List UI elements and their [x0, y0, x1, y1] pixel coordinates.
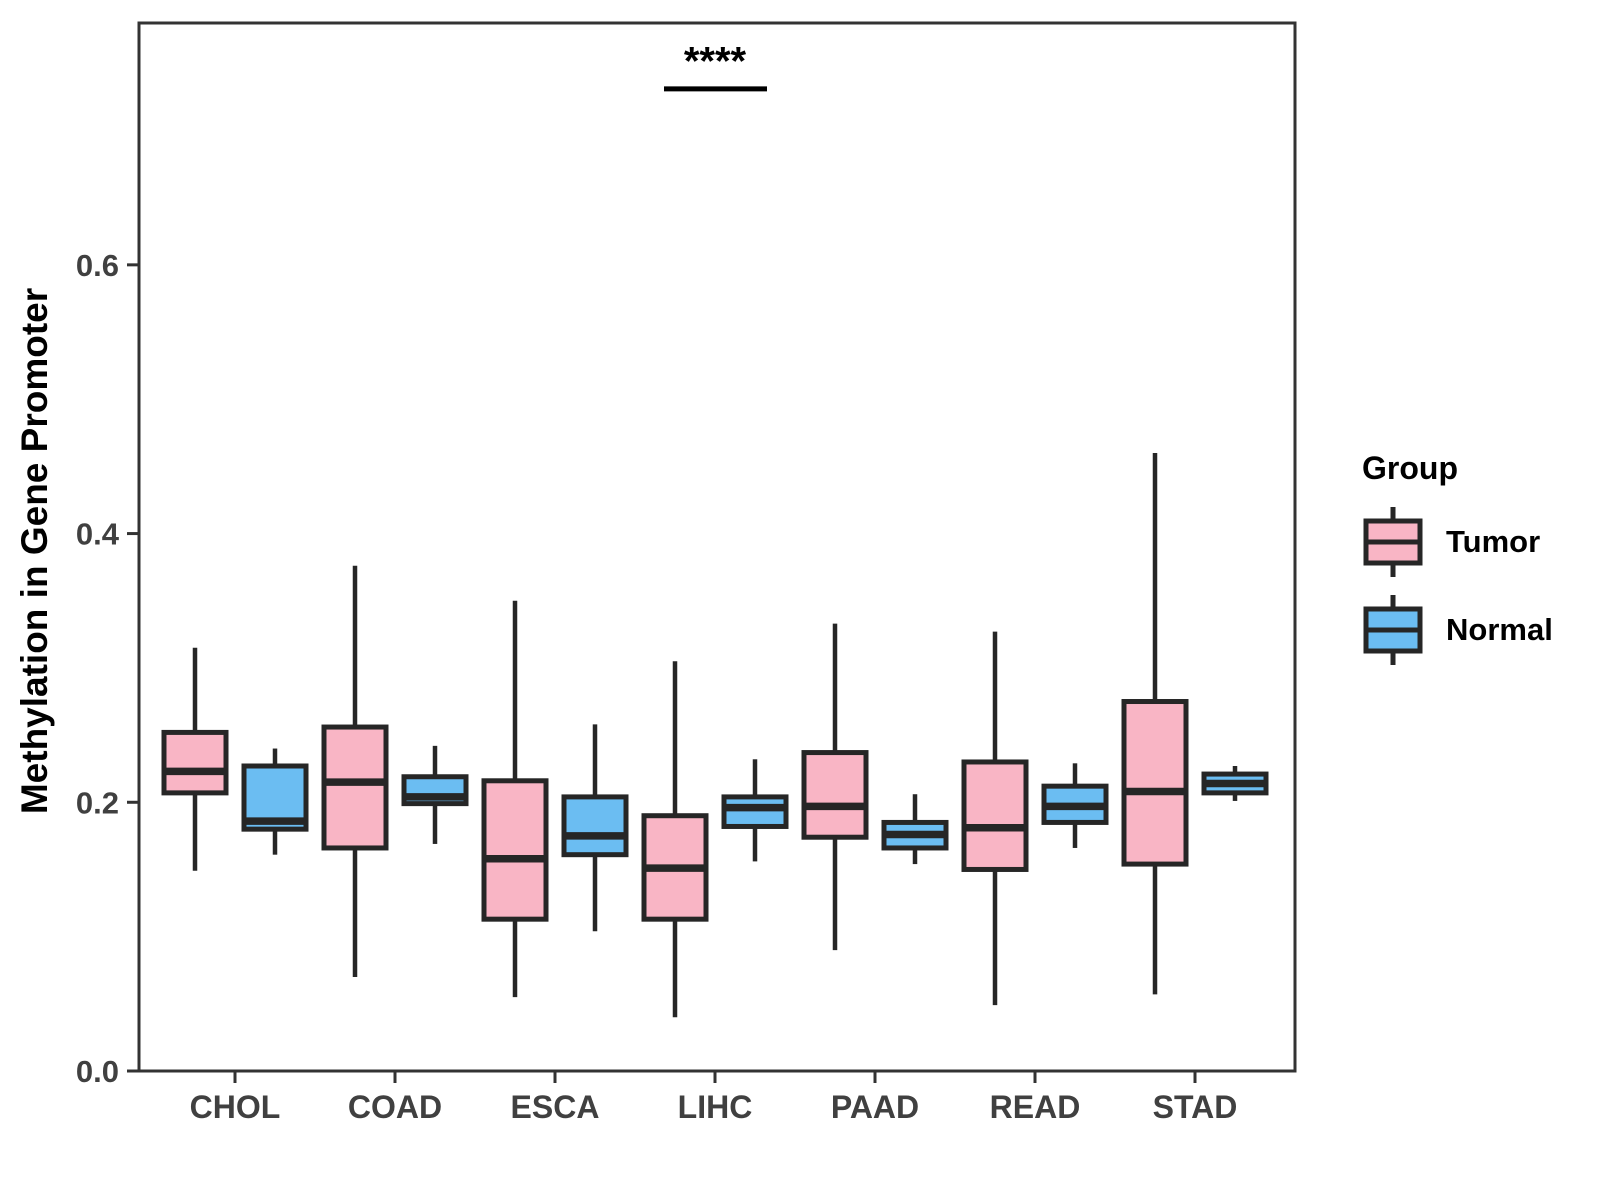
box-tumor-ESCA [481, 778, 549, 922]
x-tick-label: ESCA [511, 1089, 600, 1125]
x-tick-label: CHOL [190, 1089, 281, 1125]
y-axis-title: Methylation in Gene Promoter [14, 287, 55, 815]
x-tick-label: PAAD [831, 1089, 919, 1125]
legend-title: Group [1362, 450, 1458, 486]
legend-entry-normal: Normal [1362, 593, 1592, 667]
legend-label-tumor: Tumor [1446, 524, 1541, 559]
x-tick-label: STAD [1153, 1089, 1238, 1125]
box-tumor-STAD [1121, 699, 1189, 867]
significance-stars: **** [684, 40, 747, 84]
tumor-boxplot-glyph-icon [1363, 507, 1423, 577]
x-tick-label: READ [990, 1089, 1081, 1125]
y-tick-label: 0.6 [76, 248, 119, 283]
box-tumor-READ [961, 759, 1029, 872]
box-normal-LIHC [721, 794, 789, 829]
box-normal-ESCA [561, 794, 629, 858]
y-tick-label: 0.2 [76, 785, 119, 820]
x-tick-label: COAD [348, 1089, 442, 1125]
y-tick-label: 0.4 [76, 517, 120, 552]
normal-boxplot-glyph-icon [1363, 595, 1423, 665]
x-tick-label: LIHC [678, 1089, 753, 1125]
panel-border [137, 21, 1297, 1073]
y-tick-label: 0.0 [76, 1054, 119, 1089]
legend-label-normal: Normal [1446, 612, 1553, 647]
box-tumor-CHOL [161, 729, 229, 796]
box-tumor-PAAD [801, 750, 869, 840]
legend: Group Tumor Normal [1362, 450, 1592, 681]
box-tumor-COAD [321, 724, 389, 851]
legend-entry-tumor: Tumor [1362, 505, 1592, 579]
